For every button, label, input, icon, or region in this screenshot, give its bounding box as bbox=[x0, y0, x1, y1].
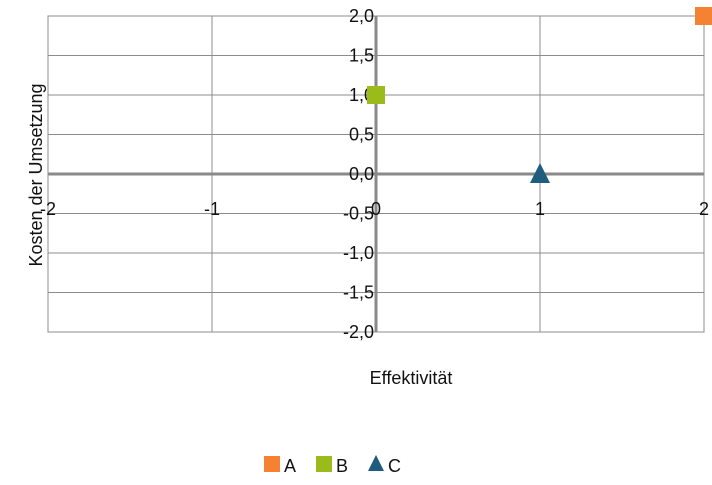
x-tick-label: 0 bbox=[371, 199, 381, 219]
y-tick-label: -1,5 bbox=[343, 283, 374, 303]
y-tick-label: -1,0 bbox=[343, 243, 374, 263]
axes bbox=[48, 16, 704, 332]
y-axis-title: Kosten der Umsetzung bbox=[26, 83, 46, 266]
y-tick-label: 0,5 bbox=[349, 125, 374, 145]
x-tick-label: -1 bbox=[204, 199, 220, 219]
legend-marker-b bbox=[316, 456, 332, 472]
data-point-a bbox=[695, 7, 712, 25]
y-tick-labels: 2,01,51,00,50,0-0,5-1,0-1,5-2,0 bbox=[343, 6, 374, 342]
legend: A B C bbox=[264, 455, 401, 476]
y-tick-label: 0,0 bbox=[349, 164, 374, 184]
x-tick-label: 1 bbox=[535, 199, 545, 219]
legend-marker-a bbox=[264, 456, 280, 472]
y-tick-label: 2,0 bbox=[349, 6, 374, 26]
x-tick-label: 2 bbox=[699, 199, 709, 219]
data-points bbox=[367, 7, 712, 183]
y-tick-label: -0,5 bbox=[343, 204, 374, 224]
legend-label-c: C bbox=[388, 456, 401, 476]
legend-marker-c bbox=[368, 455, 384, 471]
y-tick-label: -2,0 bbox=[343, 322, 374, 342]
data-point-b bbox=[367, 86, 385, 104]
x-tick-labels: -2 -1 0 1 2 bbox=[40, 199, 709, 219]
legend-label-a: A bbox=[284, 456, 296, 476]
y-tick-label: 1,5 bbox=[349, 46, 374, 66]
legend-label-b: B bbox=[336, 456, 348, 476]
x-tick-label: -2 bbox=[40, 199, 56, 219]
x-axis-title: Effektivität bbox=[370, 368, 453, 388]
data-point-c bbox=[530, 163, 550, 183]
